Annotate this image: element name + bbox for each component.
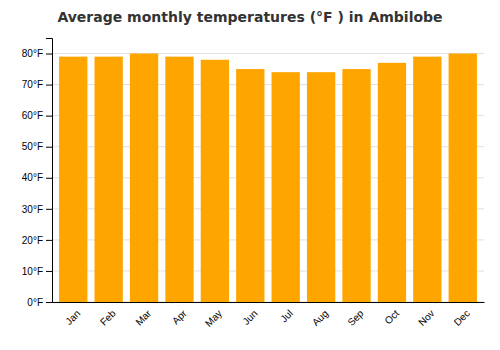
tick: 50°F: [22, 141, 52, 152]
tick-label: Aug: [310, 308, 330, 328]
tick-label: Nov: [416, 308, 436, 328]
tick-mark: [46, 302, 52, 303]
tick-mark: [46, 178, 52, 179]
tick: 30°F: [22, 204, 52, 215]
tick: Apr: [170, 307, 189, 326]
tick: 40°F: [22, 172, 52, 183]
y-axis: 0°F 10°F 20°F 30°F 40°F 50°F 60°F 70°F 80°F: [22, 39, 53, 308]
tick-label: 80°F: [22, 48, 43, 59]
bar: [165, 57, 193, 302]
tick-label: Sep: [345, 307, 366, 328]
tick: Mar: [133, 307, 153, 327]
title: Average monthly temperatures (°F ) in Am…: [57, 9, 442, 25]
tick: Aug: [310, 308, 330, 328]
tick-label: 0°F: [27, 297, 43, 308]
bar: [201, 60, 229, 302]
tick: 20°F: [22, 235, 52, 246]
tick-mark: [46, 271, 52, 272]
axis-line: [46, 39, 53, 303]
tick: Jan: [63, 308, 82, 327]
tick-mark: [46, 240, 52, 241]
tick: Jun: [240, 308, 259, 327]
tick-label: 40°F: [22, 172, 43, 183]
grid: [52, 54, 484, 302]
bar: [342, 69, 370, 302]
axis-line: [53, 302, 485, 303]
chart: Average monthly temperatures (°F ) in Am…: [0, 0, 500, 350]
tick-mark: [46, 147, 52, 148]
tick: 0°F: [27, 297, 52, 308]
tick-mark: [46, 54, 52, 55]
tick-label: Oct: [382, 308, 401, 327]
bars: [59, 54, 477, 302]
tick-mark: [46, 85, 52, 86]
bar: [413, 57, 441, 302]
tick: Dec: [452, 308, 472, 328]
tick-label: Jun: [240, 308, 259, 327]
tick: Oct: [382, 308, 401, 327]
tick: Nov: [416, 308, 436, 328]
tick-mark: [46, 116, 52, 117]
tick-label: 30°F: [22, 204, 43, 215]
tick-label: 70°F: [22, 79, 43, 90]
tick-mark: [46, 209, 52, 210]
tick: 60°F: [22, 110, 52, 121]
bar: [307, 72, 335, 302]
tick-label: 50°F: [22, 141, 43, 152]
bar: [449, 54, 477, 302]
tick: Sep: [345, 307, 366, 328]
tick-label: May: [203, 308, 224, 329]
bar: [272, 72, 300, 302]
bar: [130, 54, 158, 302]
tick-label: Jan: [63, 308, 82, 327]
tick-label: Apr: [170, 307, 189, 326]
tick-label: Feb: [98, 307, 118, 327]
x-axis: Jan Feb Mar Apr May Jun Jul Aug Sep Oct Nov Dec: [53, 303, 485, 329]
tick-label: 20°F: [22, 235, 43, 246]
bar: [236, 69, 264, 302]
plot: 0°F 10°F 20°F 30°F 40°F 50°F 60°F 70°F 80°F Jan Fe…: [22, 39, 485, 329]
tick: Jul: [278, 308, 295, 325]
tick-label: Jul: [278, 308, 295, 325]
grid-line: [52, 53, 484, 54]
bar: [59, 57, 87, 302]
tick: 80°F: [22, 48, 52, 59]
tick: 70°F: [22, 79, 52, 90]
tick: Feb: [98, 307, 118, 327]
tick-label: Dec: [452, 308, 472, 328]
tick-label: 60°F: [22, 110, 43, 121]
tick: May: [203, 308, 224, 329]
tick-label: Mar: [133, 307, 153, 327]
tick-label: 10°F: [22, 266, 43, 277]
bar: [378, 63, 406, 302]
tick: 10°F: [22, 266, 52, 277]
bar: [94, 57, 122, 302]
